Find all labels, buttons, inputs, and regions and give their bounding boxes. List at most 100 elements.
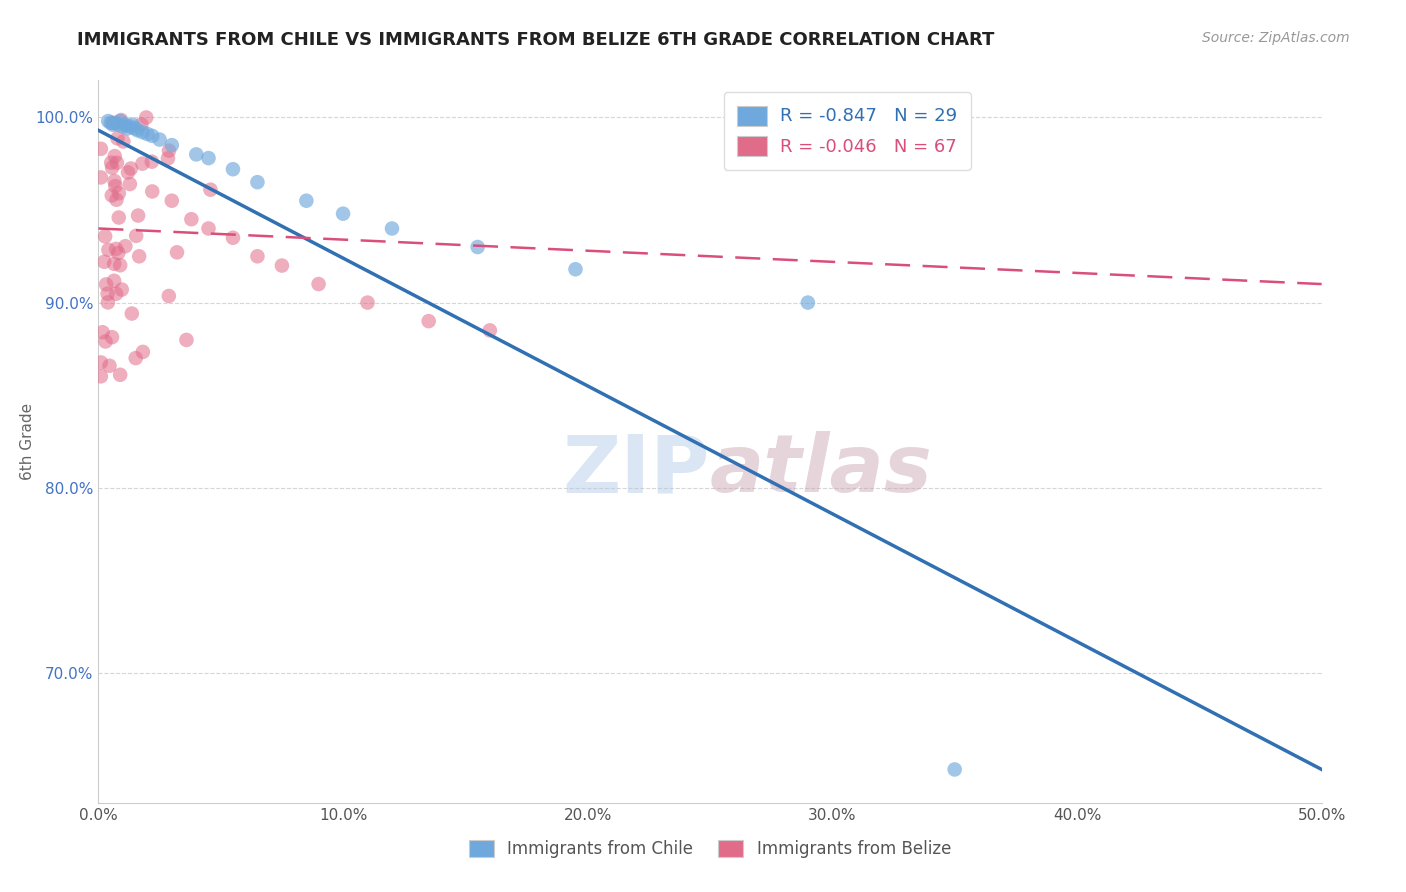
- Point: [101, 188, 124, 202]
- Point: [141, 128, 163, 143]
- Point: [131, 156, 153, 170]
- Point: [943, 763, 966, 777]
- Point: [295, 194, 318, 208]
- Point: [107, 211, 129, 225]
- Point: [131, 125, 153, 139]
- Point: [112, 135, 135, 149]
- Point: [186, 147, 208, 161]
- Point: [127, 123, 149, 137]
- Point: [270, 259, 294, 273]
- Point: [110, 114, 132, 128]
- Point: [197, 151, 219, 165]
- Point: [222, 231, 245, 245]
- Point: [110, 113, 132, 128]
- Text: atlas: atlas: [710, 432, 932, 509]
- Point: [111, 283, 134, 297]
- Point: [246, 249, 269, 263]
- Point: [135, 111, 157, 125]
- Point: [166, 245, 188, 260]
- Point: [101, 330, 124, 344]
- Point: [128, 249, 150, 263]
- Point: [103, 274, 125, 288]
- Point: [90, 142, 112, 156]
- Point: [97, 286, 120, 301]
- Point: [104, 116, 127, 130]
- Point: [94, 334, 117, 349]
- Point: [101, 118, 124, 132]
- Point: [90, 355, 112, 369]
- Point: [467, 240, 489, 254]
- Point: [308, 277, 330, 291]
- Point: [136, 127, 159, 141]
- Point: [105, 155, 128, 169]
- Point: [97, 114, 120, 128]
- Point: [157, 144, 180, 158]
- Point: [127, 209, 149, 223]
- Point: [157, 289, 180, 303]
- Point: [118, 177, 141, 191]
- Point: [97, 243, 120, 257]
- Point: [120, 161, 142, 176]
- Point: [100, 155, 122, 169]
- Point: [149, 132, 172, 146]
- Point: [418, 314, 440, 328]
- Point: [120, 120, 142, 134]
- Point: [141, 154, 163, 169]
- Point: [90, 170, 112, 185]
- Point: [105, 242, 128, 256]
- Point: [107, 118, 129, 132]
- Point: [180, 212, 202, 227]
- Point: [94, 277, 117, 292]
- Point: [108, 186, 131, 201]
- Point: [381, 221, 404, 235]
- Point: [121, 307, 143, 321]
- Point: [200, 183, 222, 197]
- Point: [101, 161, 124, 175]
- Point: [91, 325, 114, 339]
- Point: [93, 255, 115, 269]
- Point: [197, 221, 219, 235]
- Point: [107, 246, 129, 260]
- Text: ZIP: ZIP: [562, 432, 710, 509]
- Point: [105, 193, 128, 207]
- Point: [98, 359, 121, 373]
- Point: [117, 165, 139, 179]
- Point: [117, 121, 139, 136]
- Point: [160, 138, 183, 153]
- Point: [132, 345, 155, 359]
- Text: Source: ZipAtlas.com: Source: ZipAtlas.com: [1202, 31, 1350, 45]
- Y-axis label: 6th Grade: 6th Grade: [20, 403, 35, 480]
- Point: [114, 239, 136, 253]
- Point: [97, 295, 120, 310]
- Point: [246, 175, 269, 189]
- Point: [105, 286, 128, 301]
- Point: [101, 116, 124, 130]
- Point: [111, 120, 134, 134]
- Point: [564, 262, 586, 277]
- Point: [90, 369, 112, 384]
- Point: [107, 131, 129, 145]
- Point: [100, 116, 122, 130]
- Point: [332, 207, 354, 221]
- Point: [114, 118, 136, 132]
- Point: [121, 118, 143, 132]
- Point: [160, 194, 183, 208]
- Point: [478, 323, 501, 337]
- Point: [356, 295, 378, 310]
- Point: [141, 185, 163, 199]
- Point: [131, 117, 153, 131]
- Point: [222, 162, 245, 177]
- Point: [156, 152, 179, 166]
- Point: [797, 295, 820, 310]
- Point: [104, 149, 127, 163]
- Point: [124, 121, 146, 136]
- Point: [94, 229, 117, 244]
- Point: [108, 258, 131, 272]
- Point: [103, 257, 125, 271]
- Point: [125, 228, 148, 243]
- Text: IMMIGRANTS FROM CHILE VS IMMIGRANTS FROM BELIZE 6TH GRADE CORRELATION CHART: IMMIGRANTS FROM CHILE VS IMMIGRANTS FROM…: [77, 31, 994, 49]
- Point: [125, 351, 148, 365]
- Point: [108, 368, 131, 382]
- Point: [104, 179, 127, 194]
- Point: [103, 174, 125, 188]
